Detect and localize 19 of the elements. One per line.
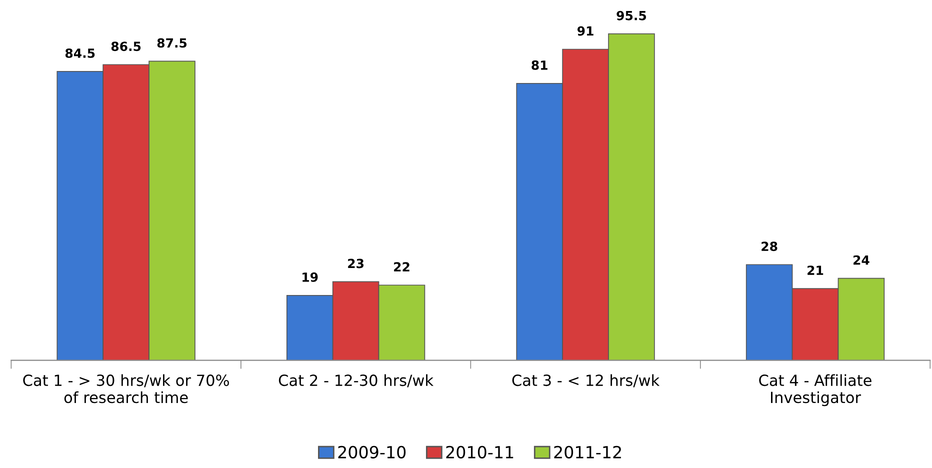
x-tick-label: Cat 2 - 12-30 hrs/wk <box>278 374 434 388</box>
data-label: 19 <box>302 272 318 282</box>
data-label: 21 <box>808 266 824 275</box>
data-label: 87.5 <box>157 38 187 48</box>
data-label: 81 <box>532 60 548 70</box>
legend-label: 2009-10 <box>338 446 406 458</box>
legend-label: 2010-11 <box>446 446 514 458</box>
data-label: 86.5 <box>111 42 141 52</box>
x-tick-label: Cat 3 - < 12 hrs/wk <box>512 374 660 388</box>
data-label: 28 <box>762 242 778 252</box>
x-tick-label: Cat 4 - Affiliate Investigator <box>759 374 872 406</box>
data-label: 95.5 <box>616 10 646 20</box>
data-label: 91 <box>577 26 594 36</box>
data-label: 23 <box>348 258 364 268</box>
data-label: 22 <box>394 262 410 272</box>
data-label: 24 <box>854 255 870 265</box>
data-label: 84.5 <box>65 48 95 58</box>
legend-label: 2011-12 <box>554 446 621 458</box>
x-tick-label: Cat 1 - > 30 hrs/wk or 70% of research time <box>23 374 229 404</box>
